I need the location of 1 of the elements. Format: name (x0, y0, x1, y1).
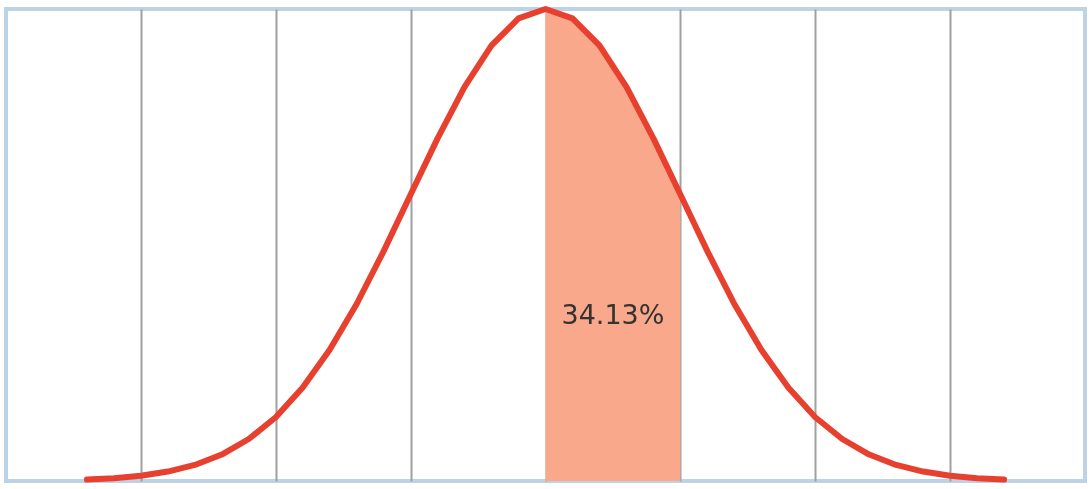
annotation: 34.13% (561, 298, 665, 330)
